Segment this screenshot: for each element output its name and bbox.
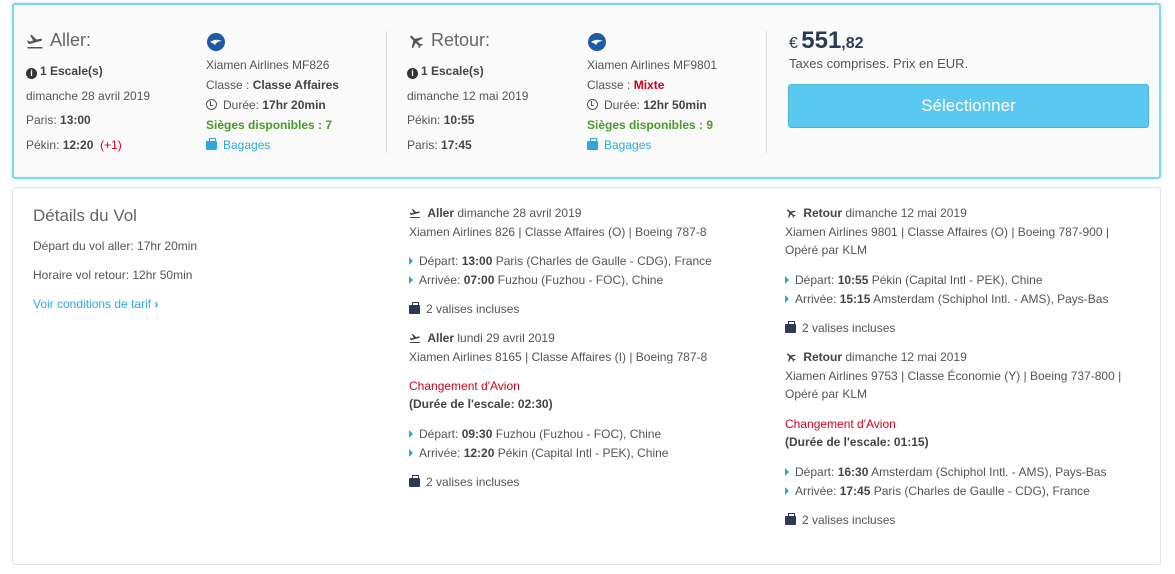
- caret-right-icon: [785, 487, 789, 495]
- return-label: Retour:: [431, 30, 491, 50]
- suitcase-icon: [409, 475, 420, 487]
- outbound-duration-summary: Départ du vol aller: 17hr 20min: [33, 239, 198, 253]
- segment-baggage: 2 valises incluses: [785, 321, 895, 335]
- return-class: Classe : Mixte: [587, 78, 665, 92]
- day-offset: (+1): [100, 138, 122, 152]
- suitcase-icon: [409, 302, 420, 314]
- column-divider: [766, 31, 767, 153]
- return-baggage-link[interactable]: Bagages: [587, 138, 651, 152]
- plane-takeoff-icon: [409, 333, 420, 343]
- operated-by: Opéré par KLM: [785, 243, 868, 257]
- segment-departure: Départ: 09:30 Fuzhou (Fuzhou - FOC), Chi…: [409, 427, 661, 441]
- return-title: Retour:: [407, 30, 490, 51]
- outbound-title: Aller:: [26, 30, 91, 51]
- outbound-arrival: Pékin: 12:20 (+1): [26, 138, 122, 152]
- info-icon: i: [26, 68, 37, 79]
- suitcase-icon: [785, 321, 796, 333]
- segment-arrival: Arrivée: 07:00 Fuzhou (Fuzhou - FOC), Ch…: [409, 273, 663, 287]
- outbound-label: Aller:: [50, 30, 92, 50]
- outbound-seats: Sièges disponibles : 7: [206, 118, 333, 132]
- aircraft-change-notice: Changement d'Avion: [785, 417, 896, 431]
- layover-duration: (Durée de l'escale: 01:15): [785, 435, 929, 449]
- fare-conditions-link[interactable]: Voir conditions de tarif ›: [33, 297, 159, 311]
- caret-right-icon: [409, 449, 413, 457]
- select-button[interactable]: Sélectionner: [788, 84, 1149, 128]
- outbound-class: Classe : Classe Affaires: [206, 78, 339, 92]
- caret-right-icon: [785, 276, 789, 284]
- return-date: dimanche 12 mai 2019: [407, 89, 529, 103]
- plane-takeoff-icon: [26, 34, 43, 48]
- segment-info: Xiamen Airlines 9753 | Classe Économie (…: [785, 369, 1122, 383]
- return-seats: Sièges disponibles : 9: [587, 118, 714, 132]
- info-icon: i: [407, 68, 418, 79]
- segment-arrival: Arrivée: 15:15 Amsterdam (Schiphol Intl.…: [785, 292, 1108, 306]
- plane-landing-icon: [787, 353, 796, 362]
- price-note: Taxes comprises. Prix en EUR.: [789, 56, 969, 71]
- caret-right-icon: [785, 468, 789, 476]
- segment-baggage: 2 valises incluses: [409, 302, 519, 316]
- return-departure: Pékin: 10:55: [407, 113, 475, 127]
- price: € 551,82: [789, 27, 864, 54]
- outbound-date: dimanche 28 avril 2019: [26, 89, 151, 103]
- column-divider: [386, 31, 387, 153]
- suitcase-icon: [206, 138, 217, 150]
- caret-right-icon: [409, 430, 413, 438]
- xiamen-airlines-logo: [588, 33, 606, 51]
- segment-info: Xiamen Airlines 8165 | Classe Affaires (…: [409, 350, 708, 364]
- outbound-baggage-link[interactable]: Bagages: [206, 138, 270, 152]
- details-title: Détails du Vol: [33, 206, 137, 225]
- return-airline: Xiamen Airlines MF9801: [587, 58, 718, 72]
- segment-departure: Départ: 13:00 Paris (Charles de Gaulle -…: [409, 254, 712, 268]
- chevron-right-icon: ›: [154, 297, 159, 311]
- operated-by: Opéré par KLM: [785, 387, 868, 401]
- segment-info: Xiamen Airlines 9801 | Classe Affaires (…: [785, 225, 1109, 239]
- outbound-airline: Xiamen Airlines MF826: [206, 58, 330, 72]
- caret-right-icon: [409, 276, 413, 284]
- clock-icon: [587, 99, 598, 110]
- segment-header: Retour dimanche 12 mai 2019: [785, 206, 967, 220]
- aircraft-change-notice: Changement d'Avion: [409, 379, 520, 393]
- segment-header: Retour dimanche 12 mai 2019: [785, 350, 967, 364]
- flight-details-panel: Détails du Vol Départ du vol aller: 17hr…: [12, 187, 1161, 565]
- segment-info: Xiamen Airlines 826 | Classe Affaires (O…: [409, 225, 707, 239]
- segment-departure: Départ: 10:55 Pékin (Capital Intl - PEK)…: [785, 273, 1043, 287]
- layover-duration: (Durée de l'escale: 02:30): [409, 397, 553, 411]
- segment-baggage: 2 valises incluses: [785, 513, 895, 527]
- xiamen-airlines-logo: [207, 33, 225, 51]
- segment-baggage: 2 valises incluses: [409, 475, 519, 489]
- return-duration-summary: Horaire vol retour: 12hr 50min: [33, 268, 193, 282]
- outbound-departure: Paris: 13:00: [26, 113, 91, 127]
- return-duration: Durée: 12hr 50min: [587, 98, 707, 112]
- suitcase-icon: [587, 138, 598, 150]
- segment-arrival: Arrivée: 12:20 Pékin (Capital Intl - PEK…: [409, 446, 668, 460]
- plane-landing-icon: [787, 209, 796, 218]
- clock-icon: [206, 99, 217, 110]
- suitcase-icon: [785, 513, 796, 525]
- segment-header: Aller dimanche 28 avril 2019: [409, 206, 581, 220]
- return-arrival: Paris: 17:45: [407, 138, 472, 152]
- segment-arrival: Arrivée: 17:45 Paris (Charles de Gaulle …: [785, 484, 1090, 498]
- caret-right-icon: [409, 257, 413, 265]
- plane-takeoff-icon: [409, 208, 420, 218]
- segment-departure: Départ: 16:30 Amsterdam (Schiphol Intl. …: [785, 465, 1106, 479]
- plane-landing-icon: [410, 35, 423, 48]
- caret-right-icon: [785, 295, 789, 303]
- segment-header: Aller lundi 29 avril 2019: [409, 331, 555, 345]
- outbound-duration: Durée: 17hr 20min: [206, 98, 326, 112]
